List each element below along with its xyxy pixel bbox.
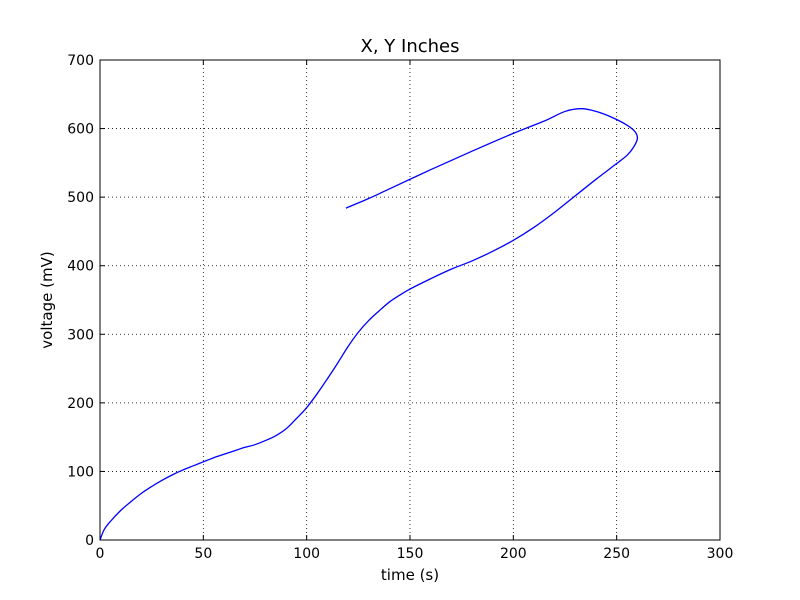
y-tick-label: 700 xyxy=(67,53,94,69)
y-tick-label: 400 xyxy=(67,259,94,275)
y-tick-label: 0 xyxy=(85,533,94,549)
y-axis-label: voltage (mV) xyxy=(38,251,56,348)
x-tick-label: 50 xyxy=(194,546,212,562)
y-tick-label: 100 xyxy=(67,464,94,480)
x-tick-label: 150 xyxy=(397,546,424,562)
x-tick-label: 100 xyxy=(293,546,320,562)
grid xyxy=(100,60,720,540)
series-line xyxy=(99,108,639,541)
chart-title: X, Y Inches xyxy=(361,36,460,57)
ticks: 0 50 100 150 200 250 300 0 100 200 300 400 500 600 700 xyxy=(67,53,733,562)
x-axis-label: time (s) xyxy=(381,566,439,584)
y-tick-label: 300 xyxy=(67,327,94,343)
x-tick-label: 300 xyxy=(707,546,734,562)
x-tick-label: 0 xyxy=(96,546,105,562)
x-tick-label: 200 xyxy=(500,546,527,562)
y-tick-label: 600 xyxy=(67,122,94,138)
y-tick-label: 500 xyxy=(67,190,94,206)
x-tick-label: 250 xyxy=(603,546,630,562)
y-tick-label: 200 xyxy=(67,396,94,412)
